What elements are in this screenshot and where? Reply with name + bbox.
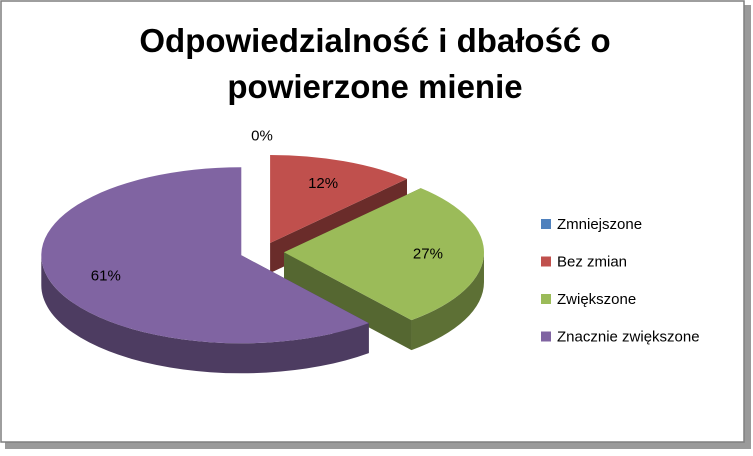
slice-wall <box>411 252 484 351</box>
pie-slice <box>41 167 369 344</box>
slice: 27% <box>283 188 484 351</box>
slice-wall <box>41 255 369 374</box>
legend-swatch <box>541 219 551 229</box>
pie-slice <box>270 154 408 243</box>
chart-title: Odpowiedzialność i dbałość o powierzone … <box>139 22 611 105</box>
legend-label: Bez zmian <box>557 253 627 270</box>
legend-label: Znacznie zwiększone <box>557 328 700 345</box>
data-label: 0% <box>251 128 273 145</box>
pie-slice <box>283 188 484 321</box>
legend-swatch <box>541 256 551 267</box>
data-label: 61% <box>91 268 121 285</box>
legend: Zmniejszone Bez zmian Zwiększone Znacznie z… <box>541 216 700 345</box>
slice: 0% <box>251 128 273 145</box>
slice-side <box>283 252 412 351</box>
data-label: 12% <box>308 175 338 192</box>
pie: 0% 12% 27% 61% <box>41 128 484 374</box>
legend-label: Zmniejszone <box>557 216 642 233</box>
slice: 61% <box>41 167 369 374</box>
legend-label: Zwiększone <box>557 291 636 308</box>
legend-swatch <box>541 331 551 342</box>
data-label: 27% <box>413 245 443 262</box>
legend-swatch <box>541 294 551 304</box>
